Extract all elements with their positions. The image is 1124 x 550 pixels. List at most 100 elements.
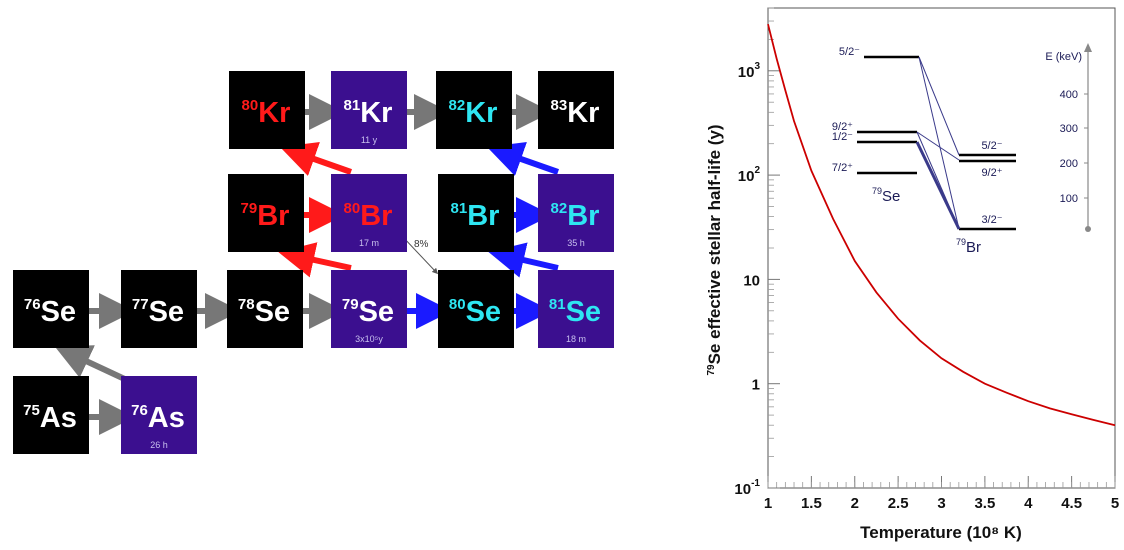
isotope-mass: 81 (451, 200, 468, 217)
y-axis-label-text: Se effective stellar half-life (y) (705, 124, 724, 364)
isotope-box-se77: 77Se (121, 270, 197, 348)
br79-label: 79Br (956, 237, 981, 256)
isotope-mass: 78 (238, 296, 255, 313)
isotope-mass: 80 (344, 200, 361, 217)
isotope-mass: 75 (23, 402, 40, 419)
isotope-label: 82Br (551, 200, 600, 232)
isotope-mass: 83 (551, 97, 568, 114)
isotope-box-bg (13, 376, 89, 454)
isotope-box-kr80: 80Kr (229, 71, 305, 149)
x-axis-label: Temperature (10⁸ K) (860, 523, 1022, 542)
isotope-mass: 79 (342, 296, 359, 313)
isotope-element: Se (255, 296, 290, 328)
branch-label: 8% (414, 239, 429, 250)
isotope-element: Kr (567, 97, 599, 129)
x-tick-label: 3.5 (974, 495, 995, 512)
isotope-box-bg (436, 71, 512, 149)
isotope-element: Se (466, 296, 501, 328)
x-tick-label: 1 (764, 495, 772, 512)
isotope-box-bg (538, 174, 614, 252)
isotope-halflife: 35 h (567, 238, 585, 248)
isotope-element: Br (467, 200, 499, 232)
isotope-element: Br (567, 200, 599, 232)
isotope-mass: 80 (242, 97, 259, 114)
isotope-box-kr82: 82Kr (436, 71, 512, 149)
energy-tick-label: 100 (1060, 193, 1078, 205)
isotope-box-se81: 81Se 18 m (538, 270, 614, 348)
y-tick-label: 103 (738, 61, 761, 81)
y-tick-base: 1 (752, 377, 760, 394)
isotope-element: Kr (465, 97, 497, 129)
y-tick-label: 10-1 (734, 478, 760, 498)
br79-label-mass: 79 (956, 237, 966, 247)
transition-line (916, 131, 960, 161)
energy-axis-label: E (keV) (1045, 51, 1082, 63)
x-tick-label: 2.5 (888, 495, 909, 512)
isotope-element: Kr (258, 97, 290, 129)
isotope-label: 80Br (344, 200, 393, 232)
isotope-label: 81Br (451, 200, 500, 232)
isotope-box-se79: 79Se 3x10⁵y (331, 270, 407, 348)
isotope-label: 77Se (132, 296, 184, 328)
x-tick-label: 5 (1111, 495, 1119, 512)
isotope-box-bg (331, 270, 407, 348)
y-tick-label: 1 (752, 377, 760, 394)
isotope-label: 75As (23, 402, 77, 434)
isotope-mass: 82 (449, 97, 466, 114)
se79-label-element: Se (882, 188, 900, 205)
se79-label-mass: 79 (872, 186, 882, 196)
isotope-element: Se (566, 296, 601, 328)
se-level-label: 5/2⁻ (839, 46, 860, 58)
transition-line (918, 56, 960, 230)
isotope-mass: 80 (449, 296, 466, 313)
isotope-element: As (148, 402, 185, 434)
isotope-halflife: 11 y (361, 135, 378, 145)
isotope-box-br82: 82Br 35 h (538, 174, 614, 252)
se-level-label: 7/2⁺ (832, 162, 853, 174)
isotope-box-bg (438, 270, 514, 348)
y-tick-exp: 3 (754, 61, 760, 72)
isotope-mass: 79 (241, 200, 258, 217)
isotope-mass: 76 (24, 296, 41, 313)
isotope-halflife: 3x10⁵y (355, 334, 383, 344)
isotope-box-se80: 80Se (438, 270, 514, 348)
x-tick-label: 3 (937, 495, 945, 512)
se79-label: 79Se (872, 186, 900, 205)
isotope-element: Se (41, 296, 76, 328)
y-tick-base: 10 (734, 481, 751, 498)
transition-line (918, 56, 960, 156)
isotope-halflife: 17 m (359, 238, 379, 248)
y-tick-label: 10 (743, 272, 760, 289)
y-tick-label: 102 (738, 165, 761, 185)
isotope-element: Br (360, 200, 392, 232)
isotope-element: Kr (360, 97, 392, 129)
isotope-mass: 77 (132, 296, 149, 313)
isotope-box-bg (438, 174, 514, 252)
energy-tick-label: 400 (1060, 89, 1078, 101)
half-life-curve (767, 23, 1116, 427)
isotope-box-bg (121, 376, 197, 454)
isotope-label: 80Kr (242, 97, 291, 129)
isotope-box-bg (229, 71, 305, 149)
svg-text:79Se effective stellar half-li: 79Se effective stellar half-life (y) (705, 124, 724, 375)
arrow-br80-to-kr80 (280, 141, 352, 176)
se-level-label: 1/2⁻ (832, 131, 853, 143)
br-level-label: 3/2⁻ (981, 214, 1002, 226)
br-level-label: 9/2⁺ (981, 167, 1002, 179)
y-tick-base: 10 (738, 168, 755, 185)
isotope-element: Se (149, 296, 184, 328)
arrow-br82-to-kr82 (487, 141, 559, 176)
arrow-se79-to-br79 (278, 242, 352, 278)
isotope-halflife: 26 h (150, 440, 168, 450)
isotope-mass: 82 (551, 200, 568, 217)
plot-frame (767, 7, 1116, 489)
isotope-box-kr81: 81Kr 11 y (331, 71, 407, 149)
isotope-box-kr83: 83Kr (538, 71, 614, 149)
isotope-label: 81Kr (344, 97, 393, 129)
isotope-box-bg (13, 270, 89, 348)
isotope-label: 79Se (342, 296, 394, 328)
isotope-box-bg (228, 174, 304, 252)
network-arrows (54, 94, 559, 435)
isotope-label: 80Se (449, 296, 501, 328)
